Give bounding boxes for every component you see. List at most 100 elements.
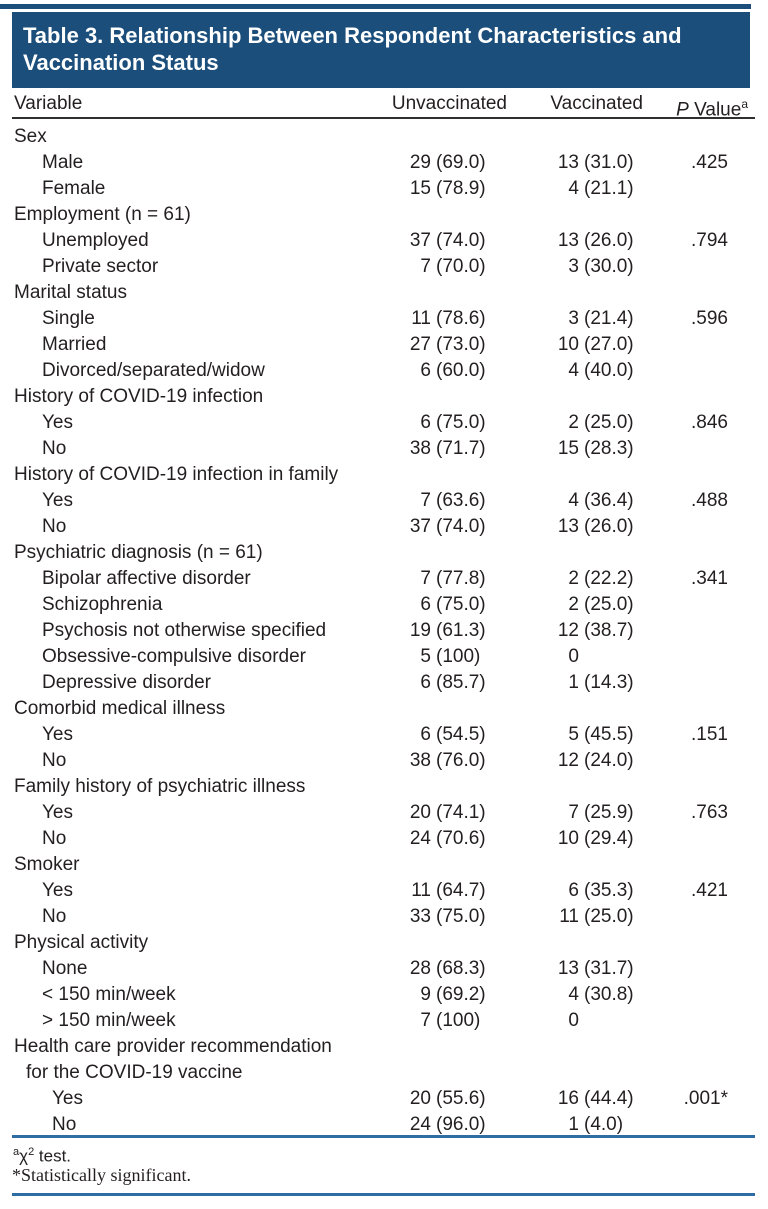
vaccinated-count: [553, 1034, 579, 1060]
vaccinated-percent: (27.0): [584, 334, 634, 355]
cell-variable: Employment (n = 61): [12, 202, 384, 228]
vaccinated-percent: (26.0): [584, 516, 634, 537]
vaccinated-count: 15: [557, 438, 579, 459]
unvaccinated-count: 6: [420, 724, 431, 745]
row-label: Unemployed: [42, 230, 149, 251]
vaccinated-count: 13: [557, 152, 579, 173]
cell-variable: Yes: [12, 878, 384, 904]
column-header-row: Variable Unvaccinated Vaccinated P Value…: [0, 92, 768, 120]
cell-variable: Married: [12, 332, 384, 358]
unvaccinated-count: 33: [409, 906, 431, 927]
column-header-variable: Variable: [14, 93, 83, 114]
table-row: Family history of psychiatric illness: [12, 774, 755, 800]
cell-p-value: [654, 618, 755, 644]
vaccinated-count: 3: [568, 256, 579, 277]
table-row: Smoker: [12, 852, 755, 878]
table-row: Health care provider recommendation: [12, 1034, 755, 1060]
cell-vaccinated: 16 (44.4): [512, 1086, 654, 1112]
cell-variable: Yes: [12, 722, 384, 748]
vaccinated-percent: [584, 202, 640, 228]
vaccinated-count: 2: [568, 568, 579, 589]
unvaccinated-count: [401, 124, 431, 150]
row-label: Depressive disorder: [42, 672, 211, 693]
table-row: Obsessive-compulsive disorder 5 (100) 0: [12, 644, 755, 670]
vaccinated-count: 10: [557, 334, 579, 355]
cell-vaccinated: 13 (31.0): [512, 150, 654, 176]
cell-unvaccinated: 38 (76.0): [384, 748, 512, 774]
unvaccinated-percent: (75.0): [436, 906, 486, 927]
unvaccinated-count: 20: [409, 802, 431, 823]
table-row: Divorced/separated/widow 6 (60.0) 4 (40.0): [12, 358, 755, 384]
cell-unvaccinated: [384, 930, 512, 956]
table-row: Psychosis not otherwise specified 19 (61.…: [12, 618, 755, 644]
unvaccinated-percent: (75.0): [436, 594, 486, 615]
row-label: Divorced/separated/widow: [42, 360, 265, 381]
unvaccinated-count: 11: [411, 308, 431, 329]
vaccinated-percent: (14.3): [584, 672, 634, 693]
cell-p-value: .425: [691, 152, 728, 173]
cell-vaccinated: 2 (22.2): [512, 566, 654, 592]
row-label: Psychosis not otherwise specified: [42, 620, 327, 641]
cell-unvaccinated: 9 (69.2): [384, 982, 512, 1008]
table-body: Sex Male 29 (69.0) 13 (31.0) .425 Female 1…: [12, 124, 755, 1138]
unvaccinated-count: 7: [420, 490, 431, 511]
cell-variable: History of COVID-19 infection in family: [12, 462, 384, 488]
cell-unvaccinated: 6 (75.0): [384, 592, 512, 618]
cell-vaccinated: [512, 696, 654, 722]
cell-variable: Health care provider recommendation: [12, 1034, 384, 1060]
unvaccinated-count: 19: [409, 620, 431, 641]
unvaccinated-count: [401, 202, 431, 228]
cell-p-value: [654, 436, 755, 462]
cell-vaccinated: 13 (26.0): [512, 514, 654, 540]
table-row: > 150 min/week 7 (100) 0: [12, 1008, 755, 1034]
cell-variable: No: [12, 436, 384, 462]
cell-unvaccinated: 24 (70.6): [384, 826, 512, 852]
cell-p-value: .488: [691, 490, 728, 511]
unvaccinated-percent: (70.6): [436, 828, 486, 849]
unvaccinated-count: 6: [420, 412, 431, 433]
vaccinated-count: 4: [568, 490, 579, 511]
vaccinated-percent: [584, 124, 640, 150]
cell-vaccinated: [512, 462, 654, 488]
cell-vaccinated: 4 (21.1): [512, 176, 654, 202]
table-row: Female 15 (78.9) 4 (21.1): [12, 176, 755, 202]
unvaccinated-percent: [436, 774, 494, 800]
cell-p-value: [654, 358, 755, 384]
vaccinated-percent: [584, 644, 640, 670]
vaccinated-count: [553, 202, 579, 228]
table-row: Sex: [12, 124, 755, 150]
vaccinated-percent: [584, 540, 640, 566]
cell-unvaccinated: [384, 280, 512, 306]
cell-vaccinated: 5 (45.5): [512, 722, 654, 748]
cell-p-value: [654, 1034, 755, 1060]
vaccinated-count: [553, 930, 579, 956]
table-row: Comorbid medical illness: [12, 696, 755, 722]
cell-vaccinated: 3 (30.0): [512, 254, 654, 280]
cell-p-value: [654, 124, 755, 150]
cell-p-value: .794: [691, 230, 728, 251]
vaccinated-count: [553, 696, 579, 722]
row-label: Male: [42, 152, 84, 173]
vaccinated-percent: [584, 462, 640, 488]
cell-vaccinated: 1 (14.3): [512, 670, 654, 696]
cell-p-value: [654, 384, 755, 410]
unvaccinated-count: 28: [409, 958, 431, 979]
vaccinated-percent: (25.0): [584, 594, 634, 615]
cell-variable: Female: [12, 176, 384, 202]
cell-unvaccinated: [384, 202, 512, 228]
p-value-italic-p: P: [676, 99, 689, 121]
cell-p-value: [654, 696, 755, 722]
cell-vaccinated: 6 (35.3): [512, 878, 654, 904]
cell-unvaccinated: 24 (96.0): [384, 1112, 512, 1138]
cell-variable: Yes: [12, 488, 384, 514]
vaccinated-percent: (25.0): [584, 906, 634, 927]
row-label: History of COVID-19 infection in family: [14, 464, 339, 485]
table-row: Marital status: [12, 280, 755, 306]
table-row: Male 29 (69.0) 13 (31.0) .425: [12, 150, 755, 176]
cell-unvaccinated: 6 (85.7): [384, 670, 512, 696]
cell-unvaccinated: 29 (69.0): [384, 150, 512, 176]
vaccinated-count: 4: [568, 360, 579, 381]
vaccinated-percent: (21.4): [584, 308, 634, 329]
table-row: Physical activity: [12, 930, 755, 956]
vaccinated-count: 1: [568, 1114, 579, 1135]
